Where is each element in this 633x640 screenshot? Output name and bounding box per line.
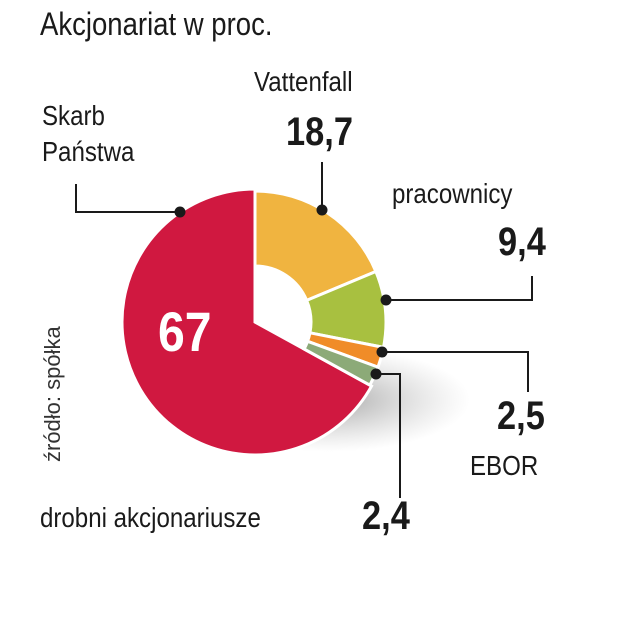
value-skarb-panstwa: 67: [158, 300, 212, 363]
chart-title: Akcjonariat w proc.: [40, 6, 273, 42]
value-vattenfall: 18,7: [286, 110, 353, 154]
leader-ebor: [382, 351, 529, 392]
dot-pracownicy: [380, 294, 392, 306]
value-ebor: 2,5: [497, 394, 545, 438]
dot-drobni-akcjonariusze: [370, 368, 382, 380]
dot-ebor: [376, 346, 388, 358]
slice-vattenfall: [253, 189, 378, 303]
dot-skarb-panstwa: [174, 206, 186, 218]
label-vattenfall: Vattenfall: [254, 66, 353, 97]
leader-drobni-akcjonariusze: [376, 373, 401, 498]
label-drobni-akcjonariusze: drobni akcjonariusze: [40, 502, 261, 533]
leader-pracownicy: [386, 276, 533, 301]
label-skarb-panstwa-line1: Skarb: [42, 100, 105, 131]
leader-skarb-panstwa: [75, 184, 180, 213]
label-skarb-panstwa-line2: Państwa: [42, 136, 135, 167]
label-pracownicy: pracownicy: [392, 178, 513, 209]
dot-vattenfall: [316, 204, 328, 216]
value-drobni-akcjonariusze: 2,4: [362, 494, 410, 538]
label-ebor: EBOR: [470, 450, 539, 481]
value-pracownicy: 9,4: [498, 220, 546, 264]
source-note: źródło: spółka: [40, 326, 65, 462]
